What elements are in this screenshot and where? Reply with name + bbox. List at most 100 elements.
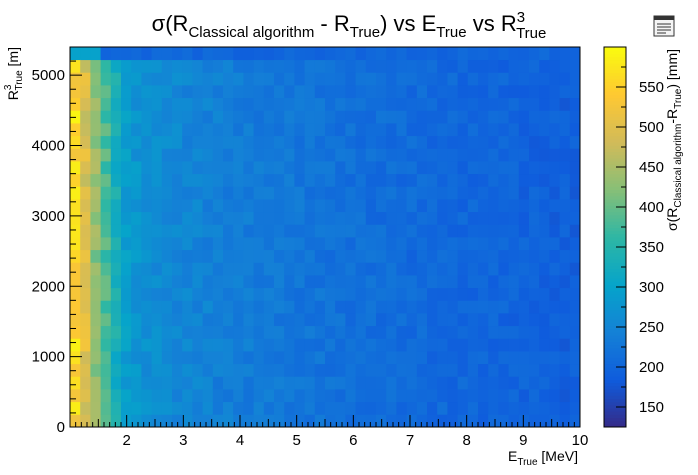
heatmap-cell [263, 287, 275, 301]
heatmap-cell [274, 59, 285, 73]
heatmap-cell [294, 262, 305, 276]
heatmap-cell [365, 338, 377, 352]
heatmap-cell [325, 262, 336, 276]
canvas-editor-icon[interactable] [653, 15, 675, 37]
heatmap-cell [569, 161, 581, 175]
heatmap-cell [182, 199, 193, 213]
heatmap-cell [457, 224, 469, 238]
heatmap-cell [284, 363, 295, 377]
heatmap-cell [192, 135, 203, 149]
color-bar-segment [604, 290, 626, 295]
heatmap-cell [498, 123, 509, 137]
heatmap-cell [223, 338, 234, 352]
heatmap-cell [376, 313, 387, 327]
heatmap-cell [396, 300, 407, 314]
heatmap-cell [90, 376, 101, 390]
heatmap-cell [90, 262, 101, 276]
heatmap-cell [467, 173, 479, 187]
heatmap-cell [508, 249, 520, 263]
heatmap-cell [70, 237, 81, 251]
heatmap-cell [539, 186, 550, 200]
heatmap-cell [223, 389, 234, 403]
heatmap-cell [325, 72, 336, 86]
color-bar-segment [604, 183, 626, 187]
heatmap-cell [314, 72, 326, 86]
heatmap-cell [549, 148, 560, 162]
heatmap-cell [233, 275, 244, 289]
heatmap-cell [355, 72, 367, 86]
heatmap-cell [549, 97, 560, 111]
heatmap-cell [172, 237, 183, 251]
heatmap-cell [141, 224, 152, 238]
heatmap-cell [478, 148, 489, 162]
heatmap-cell [263, 389, 275, 403]
color-bar-segment [604, 135, 626, 140]
heatmap-cell [365, 173, 377, 187]
heatmap-cell [355, 110, 367, 124]
heatmap-cell [355, 262, 367, 276]
heatmap-cell [488, 123, 499, 137]
heatmap-cell [376, 97, 387, 111]
heatmap-cell [294, 173, 305, 187]
heatmap-cell [325, 211, 336, 225]
heatmap-cell [100, 363, 112, 377]
heatmap-cell [549, 135, 560, 149]
heatmap-cell [457, 186, 469, 200]
heatmap-cell [447, 351, 458, 365]
heatmap-cell [202, 161, 214, 175]
heatmap-cell [478, 97, 489, 111]
heatmap-cell [151, 325, 163, 339]
heatmap-cell [100, 414, 112, 428]
heatmap-cell [396, 351, 407, 365]
heatmap-cell [539, 338, 550, 352]
heatmap-cell [223, 148, 234, 162]
heatmap-cell [70, 275, 81, 289]
heatmap-cell [427, 414, 438, 428]
heatmap-cell [284, 47, 295, 61]
heatmap-cell [355, 135, 367, 149]
heatmap-cell [274, 173, 285, 187]
heatmap-cell [100, 135, 112, 149]
heatmap-cell [396, 262, 407, 276]
heatmap-cell [569, 97, 581, 111]
heatmap-cell [161, 97, 173, 111]
heatmap-cell [559, 224, 571, 238]
heatmap-cell [416, 123, 428, 137]
heatmap-cell [284, 224, 295, 238]
heatmap-cell [325, 363, 336, 377]
heatmap-cell [529, 262, 540, 276]
heatmap-cell [559, 249, 571, 263]
heatmap-cell [559, 376, 571, 390]
color-bar-segment [604, 85, 626, 89]
heatmap-cell [437, 237, 448, 251]
heatmap-cell [508, 135, 520, 149]
heatmap-cell [161, 224, 173, 238]
heatmap-cell [569, 313, 581, 327]
heatmap-cell [467, 249, 479, 263]
y-tick-label: 1000 [32, 349, 65, 366]
heatmap-cell [233, 224, 244, 238]
heatmap-cell [274, 110, 285, 124]
heatmap-cell [447, 186, 458, 200]
heatmap-cell [110, 287, 122, 301]
color-bar-segment [604, 88, 626, 92]
heatmap-cell [294, 148, 305, 162]
heatmap-cell [263, 72, 275, 86]
heatmap-cell [202, 237, 214, 251]
heatmap-cell [192, 287, 203, 301]
heatmap-cell [100, 186, 112, 200]
color-bar-segment [604, 72, 626, 76]
heatmap-cell [161, 363, 173, 377]
heatmap-cell [274, 389, 285, 403]
heatmap-cell [304, 173, 316, 187]
heatmap-cell [80, 351, 91, 365]
heatmap-cell [447, 211, 458, 225]
heatmap-cell [304, 186, 316, 200]
heatmap-cell [90, 313, 101, 327]
heatmap-cell [345, 275, 356, 289]
heatmap-cell [355, 401, 367, 415]
heatmap-cell [202, 135, 214, 149]
heatmap-cell [121, 287, 132, 301]
heatmap-cell [396, 59, 407, 73]
color-bar-segment [604, 180, 626, 184]
